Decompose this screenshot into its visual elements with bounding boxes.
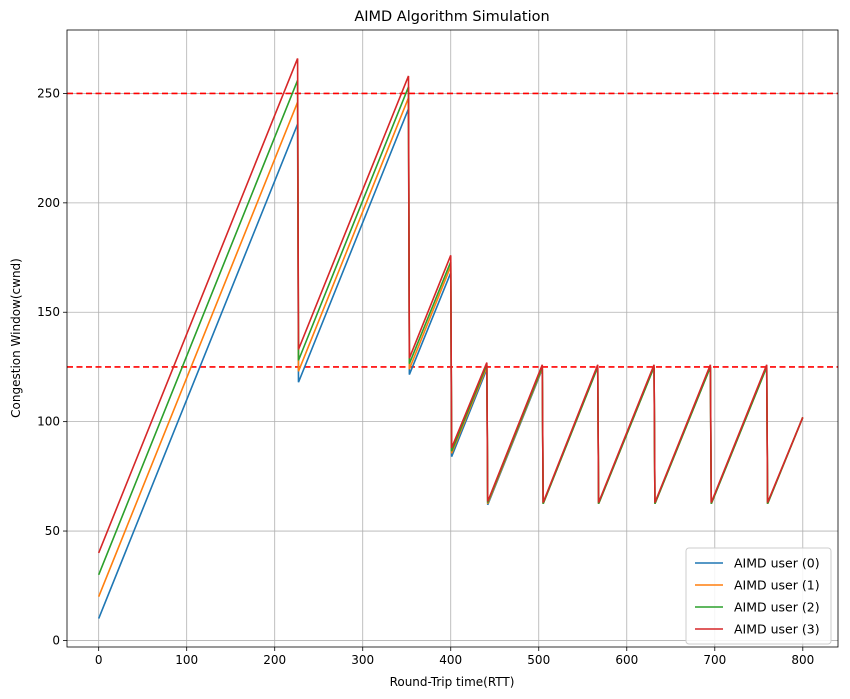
- y-tick-label: 150: [37, 305, 60, 319]
- legend-label: AIMD user (2): [734, 600, 820, 615]
- x-tick-label: 700: [703, 653, 726, 667]
- y-tick-label: 250: [37, 86, 60, 100]
- x-tick-label: 0: [95, 653, 103, 667]
- legend-label: AIMD user (1): [734, 578, 820, 593]
- x-tick-label: 200: [263, 653, 286, 667]
- y-tick-label: 50: [45, 524, 60, 538]
- x-tick-label: 300: [351, 653, 374, 667]
- y-tick-label: 100: [37, 415, 60, 429]
- plot-frame: [66, 29, 839, 648]
- y-tick-label: 0: [52, 633, 60, 647]
- x-axis-ticks: 0 100 200 300 400 500 600 700 800: [95, 647, 814, 667]
- x-tick-label: 500: [527, 653, 550, 667]
- series-line-user-3: [97, 58, 804, 554]
- x-axis-label: Round-Trip time(RTT): [390, 675, 515, 689]
- chart-title: AIMD Algorithm Simulation: [354, 9, 549, 25]
- x-tick-label: 400: [439, 653, 462, 667]
- series-lines: [97, 58, 804, 619]
- y-axis-label: Congestion Window(cwnd): [9, 258, 23, 418]
- legend-label: AIMD user (0): [734, 556, 820, 571]
- legend: AIMD user (0) AIMD user (1) AIMD user (2) A…: [685, 547, 832, 645]
- y-axis-ticks: 0 50 100 150 200 250: [37, 86, 67, 647]
- legend-label: AIMD user (3): [734, 622, 820, 637]
- x-tick-label: 600: [615, 653, 638, 667]
- x-tick-label: 800: [791, 653, 814, 667]
- y-tick-label: 200: [37, 196, 60, 210]
- legend-box: [685, 547, 832, 645]
- x-tick-label: 100: [175, 653, 198, 667]
